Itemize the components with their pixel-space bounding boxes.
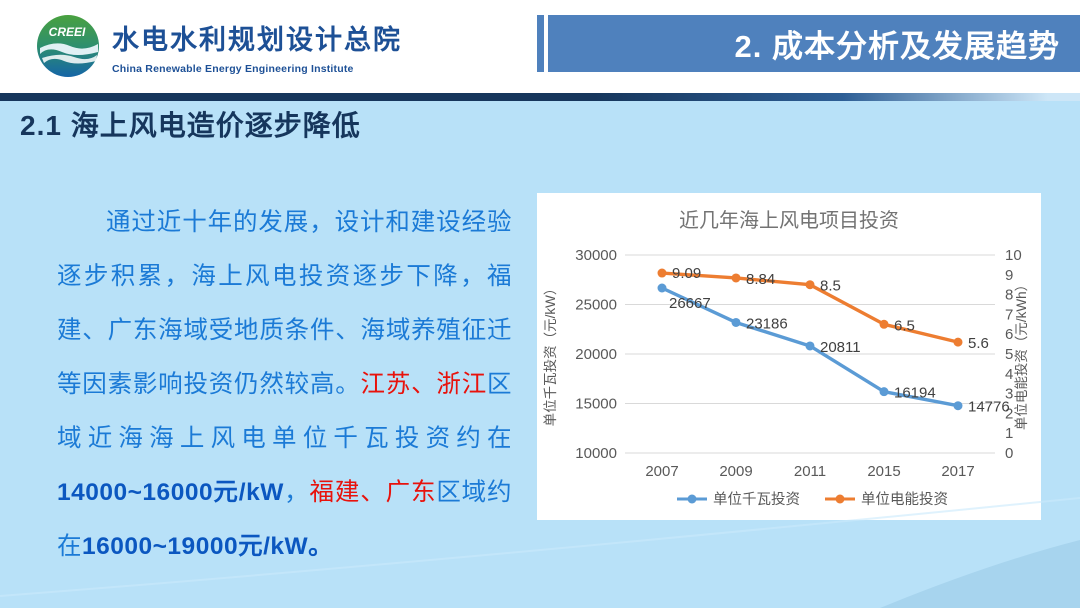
svg-text:7: 7 <box>1005 306 1013 323</box>
body-paragraph: 通过近十年的发展，设计和建设经验逐步积累，海上风电投资逐步下降，福建、广东海域受… <box>57 196 512 574</box>
org-name-en: China Renewable Energy Engineering Insti… <box>112 63 354 75</box>
paragraph-segment: 通过近十年的发展，设计和建设经验逐步积累，海上风电投资逐步下降，福建、广东海域受… <box>57 209 512 398</box>
svg-text:25000: 25000 <box>575 297 617 314</box>
svg-text:23186: 23186 <box>746 315 788 332</box>
paragraph-segment: 16000~19000元/kW。 <box>82 533 334 560</box>
org-name-cn: 水电水利规划设计总院 <box>112 25 402 55</box>
svg-text:26667: 26667 <box>669 295 711 312</box>
svg-text:3: 3 <box>1005 386 1013 403</box>
paragraph-segment: ， <box>283 479 310 506</box>
chapter-title: 2. 成本分析及发展趋势 <box>734 29 1060 64</box>
paragraph-segment: 福建、广东 <box>309 479 437 506</box>
svg-text:9.09: 9.09 <box>672 265 701 282</box>
svg-text:30000: 30000 <box>575 247 617 264</box>
svg-text:单位电能投资: 单位电能投资 <box>861 491 948 508</box>
header-bar: CREEI 水电水利规划设计总院 China Renewable Energy … <box>0 0 1080 93</box>
svg-text:8: 8 <box>1005 287 1013 304</box>
chapter-banner: 2. 成本分析及发展趋势 <box>548 15 1080 72</box>
svg-text:2017: 2017 <box>941 463 974 480</box>
svg-text:4: 4 <box>1005 366 1013 383</box>
paragraph-segment: 14000~16000元/kW <box>57 479 284 506</box>
svg-text:10000: 10000 <box>575 445 617 462</box>
paragraph-segment: 区域近海海上风电单位千瓦投资约在 <box>57 371 513 452</box>
paragraph-segment: 江苏、浙江 <box>360 371 488 398</box>
svg-text:8.84: 8.84 <box>746 271 775 288</box>
svg-text:5.6: 5.6 <box>968 335 989 352</box>
svg-text:8.5: 8.5 <box>820 278 841 295</box>
svg-text:20811: 20811 <box>820 339 861 356</box>
svg-text:单位电能投资（元/kWh）: 单位电能投资（元/kWh） <box>1014 278 1029 430</box>
section-heading: 2.1 海上风电造价逐步降低 <box>20 110 361 141</box>
org-names: 水电水利规划设计总院 China Renewable Energy Engine… <box>112 18 402 75</box>
banner-stripe <box>537 15 544 72</box>
svg-text:16194: 16194 <box>894 385 936 402</box>
svg-text:2015: 2015 <box>867 463 900 480</box>
svg-text:单位千瓦投资: 单位千瓦投资 <box>713 491 800 508</box>
svg-text:9: 9 <box>1005 267 1013 284</box>
divider-bar <box>0 93 1080 101</box>
investment-line-chart: 近几年海上风电项目投资30000250002000015000100001098… <box>543 209 1029 508</box>
svg-text:5: 5 <box>1005 346 1013 363</box>
svg-text:20000: 20000 <box>575 346 617 363</box>
svg-text:单位千瓦投资（元/kW）: 单位千瓦投资（元/kW） <box>543 282 558 427</box>
svg-text:6.5: 6.5 <box>894 317 915 334</box>
svg-text:6: 6 <box>1005 326 1013 343</box>
chart-panel: 近几年海上风电项目投资 30000 25000 20000 15000 10000 10 9 8… <box>537 193 1041 520</box>
svg-text:近几年海上风电项目投资: 近几年海上风电项目投资 <box>679 209 899 232</box>
svg-text:2009: 2009 <box>719 463 752 480</box>
svg-text:2007: 2007 <box>645 463 678 480</box>
svg-text:14776: 14776 <box>968 399 1010 416</box>
svg-text:CREEI: CREEI <box>49 25 86 39</box>
svg-text:2: 2 <box>1005 405 1013 422</box>
svg-text:2011: 2011 <box>794 463 826 480</box>
svg-text:15000: 15000 <box>575 396 617 413</box>
svg-text:1: 1 <box>1005 425 1013 442</box>
creei-logo-icon: CREEI <box>37 15 99 77</box>
svg-text:10: 10 <box>1005 247 1022 264</box>
svg-text:0: 0 <box>1005 445 1013 462</box>
